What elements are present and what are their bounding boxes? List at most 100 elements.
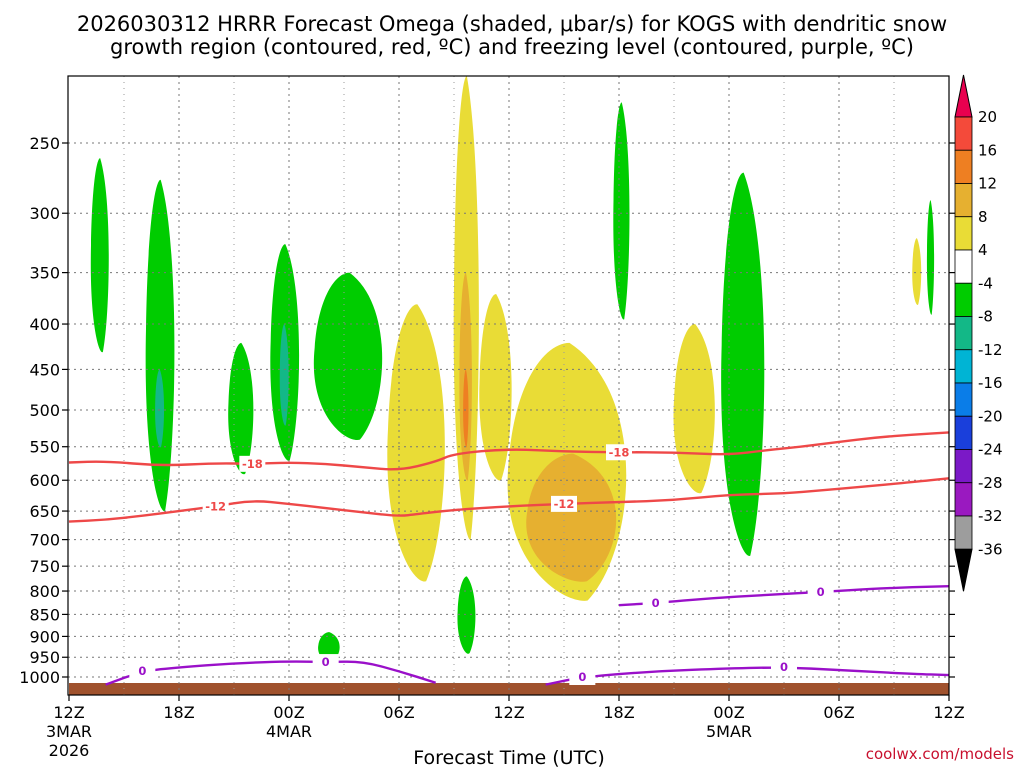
- colorbar-swatch: [954, 249, 973, 284]
- contour-label: 0: [138, 664, 146, 678]
- omega-region: [145, 179, 175, 512]
- colorbar-label: 4: [978, 241, 988, 259]
- x-tick-label: 00Z: [273, 703, 304, 722]
- colorbar-swatch: [954, 415, 973, 450]
- colorbar-label: 16: [978, 141, 997, 159]
- y-tick-label: 950: [29, 648, 60, 667]
- colorbar-swatch: [954, 183, 973, 218]
- omega-region: [155, 369, 165, 448]
- omega-region: [457, 576, 476, 654]
- contour-label-bg: [606, 444, 632, 461]
- omega-region: [613, 102, 630, 320]
- contour-label-bg: [569, 669, 596, 685]
- x-tick-date: 3MAR: [46, 722, 92, 741]
- y-tick-label: 650: [29, 502, 60, 521]
- contour-line: [618, 585, 950, 607]
- contour-label-bg: [202, 498, 229, 515]
- y-tick-label: 750: [29, 557, 60, 576]
- omega-region: [479, 294, 512, 481]
- x-axis-label: Forecast Time (UTC): [413, 747, 604, 768]
- contour-label-bg: [129, 663, 156, 680]
- omega-region: [912, 238, 922, 305]
- colorbar-arrow-bottom: [954, 548, 973, 592]
- colorbar-swatch: [954, 515, 973, 550]
- contour-line: [68, 477, 950, 523]
- credit-text: coolwx.com/models: [866, 745, 1014, 763]
- contour-label-bg: [239, 455, 266, 472]
- colorbar-label: 8: [978, 208, 988, 226]
- colorbar-swatch: [954, 482, 973, 517]
- x-tick-label: 12Z: [933, 703, 964, 722]
- contour-line: [68, 431, 950, 471]
- colorbar-label: -8: [978, 308, 993, 326]
- omega-region: [90, 158, 109, 353]
- omega-region: [926, 200, 935, 315]
- contour-label: 0: [817, 585, 825, 599]
- contour-label: 0: [322, 655, 330, 669]
- colorbar-swatch: [954, 316, 973, 351]
- y-tick-label: 600: [29, 471, 60, 490]
- colorbar-label: -20: [978, 407, 1003, 425]
- contour-label-bg: [807, 584, 834, 601]
- omega-region: [673, 324, 715, 494]
- contour-line: [545, 666, 950, 686]
- colorbar-arrow-top: [954, 74, 973, 118]
- x-tick-label: 00Z: [713, 703, 744, 722]
- y-tick-label: 250: [29, 134, 60, 153]
- omega-shading: [90, 76, 935, 663]
- y-tick-label: 700: [29, 531, 60, 550]
- colorbar-label: -36: [978, 540, 1003, 558]
- contour-label-bg: [312, 654, 339, 671]
- y-tick-label: 300: [29, 204, 60, 223]
- contour-label: -12: [554, 497, 575, 511]
- omega-region: [228, 342, 254, 475]
- omega-region: [526, 453, 617, 582]
- colorbar-swatch: [954, 349, 973, 384]
- y-tick-label: 400: [29, 315, 60, 334]
- x-tick-label: 12Z: [53, 703, 84, 722]
- colorbar-label: 20: [978, 108, 997, 126]
- omega-region: [463, 369, 469, 448]
- x-tick-label: 12Z: [493, 703, 524, 722]
- temperature-contours: -18 -18 -12 -12 0 0 0 0 0 0: [68, 431, 950, 686]
- contour-label-bg: [771, 659, 797, 676]
- x-tick-year: 2026: [49, 741, 90, 760]
- y-tick-label: 550: [29, 438, 60, 457]
- contour-label: -18: [609, 445, 630, 459]
- y-tick-label: 1000: [19, 668, 60, 687]
- colorbar: 20 16 12 8 4 -4 -8 -12 -16 -20 -24 -28 -32 -36: [954, 74, 1003, 592]
- contour-label-bg: [642, 594, 669, 611]
- contour-label-bg: [551, 495, 577, 512]
- y-tick-label: 450: [29, 360, 60, 379]
- colorbar-swatch: [954, 149, 973, 184]
- colorbar-label: -12: [978, 341, 1003, 359]
- x-tick-date: 4MAR: [266, 722, 312, 741]
- y-tick-label: 500: [29, 401, 60, 420]
- y-tick-label: 800: [29, 582, 60, 601]
- chart-title-line2: growth region (contoured, red, ºC) and f…: [110, 35, 914, 59]
- colorbar-label: 12: [978, 175, 997, 193]
- colorbar-label: -4: [978, 274, 993, 292]
- colorbar-label: -28: [978, 474, 1003, 492]
- chart-title-line1: 2026030312 HRRR Forecast Omega (shaded, …: [77, 12, 947, 36]
- contour-label: -18: [242, 457, 263, 471]
- colorbar-swatch: [954, 116, 973, 151]
- grid-lines: [68, 76, 949, 695]
- x-tick-label: 06Z: [823, 703, 854, 722]
- x-tick-label: 06Z: [383, 703, 414, 722]
- colorbar-swatch: [954, 216, 973, 251]
- x-tick-date: 5MAR: [706, 722, 752, 741]
- contour-label: 0: [652, 596, 660, 610]
- omega-region: [279, 324, 289, 426]
- contour-label: 0: [780, 660, 788, 674]
- colorbar-swatch: [954, 449, 973, 484]
- colorbar-label: -24: [978, 441, 1003, 459]
- axis-ticks: 250 300 350 400 450 500 550 600 650 700 750 800 850 9…: [19, 134, 964, 760]
- colorbar-swatch: [954, 282, 973, 317]
- colorbar-label: -16: [978, 374, 1003, 392]
- y-tick-label: 900: [29, 627, 60, 646]
- omega-region: [721, 172, 765, 556]
- x-tick-label: 18Z: [603, 703, 634, 722]
- contour-label: -12: [205, 499, 226, 513]
